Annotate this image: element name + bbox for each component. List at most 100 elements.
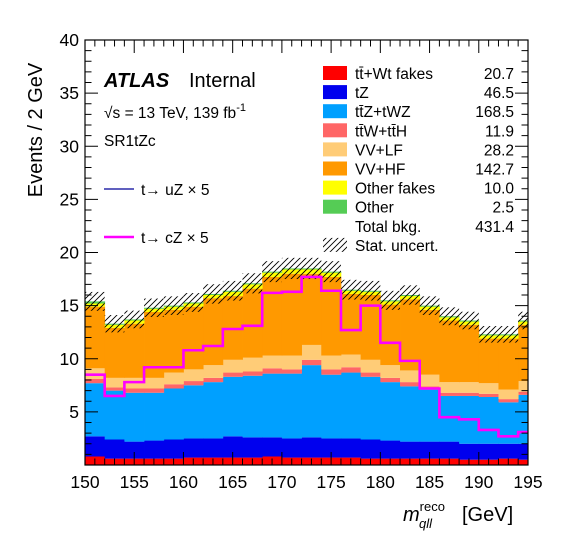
bar-0-22 bbox=[518, 459, 529, 465]
bar-3-5 bbox=[183, 381, 204, 386]
bar-4-9 bbox=[262, 355, 283, 369]
x-axis-sup: reco bbox=[420, 499, 445, 514]
bar-3-19 bbox=[459, 392, 480, 396]
legend-swatch bbox=[323, 123, 347, 138]
x-tick-label: 190 bbox=[464, 472, 493, 492]
axes-layer: 150 155 160 165 170 175 180 185 190 195 5 10 15 20 25 3… bbox=[60, 30, 543, 492]
bar-5-13 bbox=[340, 293, 362, 355]
bar-2-16 bbox=[400, 386, 421, 442]
bar-4-20 bbox=[478, 383, 499, 394]
bar-3-14 bbox=[360, 372, 381, 377]
uncert-3 bbox=[144, 298, 164, 317]
bar-4-14 bbox=[360, 359, 381, 373]
bar-4-19 bbox=[459, 382, 480, 393]
x-axis-sub: qll bbox=[419, 516, 433, 531]
y-tick-label: 5 bbox=[69, 402, 79, 422]
bar-1-3 bbox=[144, 440, 165, 459]
x-tick-label: 165 bbox=[218, 472, 247, 492]
bar-5-18 bbox=[439, 320, 460, 383]
uncert-12 bbox=[321, 261, 341, 283]
bar-2-20 bbox=[478, 397, 499, 444]
bar-5-10 bbox=[281, 273, 302, 356]
bar-1-8 bbox=[242, 437, 263, 458]
legend-uncert-swatch bbox=[323, 237, 347, 252]
legend-label: VV+LF bbox=[355, 142, 403, 159]
legend-yield: 46.5 bbox=[484, 85, 514, 102]
x-tick-label: 195 bbox=[513, 472, 542, 492]
bar-1-12 bbox=[321, 438, 342, 458]
bar-5-20 bbox=[478, 338, 499, 384]
bar-4-6 bbox=[203, 365, 224, 378]
uncert-19 bbox=[459, 311, 479, 330]
legend-yield: 11.9 bbox=[485, 123, 514, 140]
bar-2-18 bbox=[439, 395, 460, 442]
bar-5-6 bbox=[203, 298, 224, 366]
uncert-6 bbox=[203, 284, 223, 304]
bar-5-12 bbox=[321, 276, 342, 356]
bar-2-4 bbox=[163, 388, 184, 440]
atlas-label: ATLAS bbox=[103, 70, 170, 92]
uncert-5 bbox=[183, 293, 204, 312]
bar-3-2 bbox=[124, 388, 145, 393]
legend-swatch bbox=[323, 142, 347, 157]
bar-2-10 bbox=[281, 373, 302, 439]
legend-label: tt̄+Wt fakes bbox=[355, 66, 433, 83]
x-tick-label: 150 bbox=[70, 472, 99, 492]
legend-yield: 2.5 bbox=[492, 200, 514, 217]
uncert-2 bbox=[124, 310, 145, 329]
energy-sup: -1 bbox=[236, 102, 246, 114]
bar-3-0 bbox=[85, 378, 106, 384]
bar-5-0 bbox=[85, 306, 106, 369]
uncert-8 bbox=[242, 273, 263, 294]
y-tick-label: 20 bbox=[60, 243, 80, 263]
bar-4-22 bbox=[518, 381, 529, 392]
x-axis-unit: [GeV] bbox=[462, 504, 513, 526]
signal-layer bbox=[85, 275, 528, 438]
uncert-9 bbox=[262, 261, 282, 283]
bar-4-5 bbox=[183, 369, 204, 382]
bar-5-2 bbox=[124, 323, 145, 378]
bar-1-14 bbox=[360, 439, 381, 459]
uncert-15 bbox=[380, 290, 401, 310]
status-label: Internal bbox=[189, 70, 256, 92]
legend-label: tt̄W+tt̄H bbox=[355, 123, 407, 140]
bar-1-19 bbox=[459, 443, 480, 460]
legend-yield: 28.2 bbox=[484, 142, 514, 159]
bar-3-13 bbox=[340, 367, 362, 373]
bar-5-3 bbox=[144, 312, 165, 378]
signal-legend-label: t→ uZ × 5 bbox=[141, 182, 210, 199]
bar-2-7 bbox=[222, 376, 243, 437]
bar-5-19 bbox=[459, 324, 480, 383]
bar-1-16 bbox=[400, 441, 421, 459]
bar-4-3 bbox=[144, 377, 165, 389]
legend-label: Other fakes bbox=[355, 181, 435, 198]
bar-5-11 bbox=[301, 273, 322, 345]
y-tick-label: 40 bbox=[60, 30, 80, 50]
y-tick-label: 35 bbox=[60, 83, 79, 103]
bar-2-6 bbox=[203, 382, 224, 439]
bar-2-9 bbox=[262, 373, 283, 438]
y-tick-label: 15 bbox=[60, 296, 79, 316]
bar-5-16 bbox=[400, 299, 421, 371]
bar-5-14 bbox=[360, 295, 381, 360]
bar-2-3 bbox=[144, 392, 165, 441]
x-axis-title: mreco qll [GeV] bbox=[403, 499, 513, 531]
bar-1-20 bbox=[478, 443, 499, 460]
uncert-20 bbox=[478, 326, 499, 343]
stat-uncert-band bbox=[85, 257, 528, 343]
bar-5-17 bbox=[419, 309, 440, 375]
bar-3-1 bbox=[104, 387, 125, 391]
bar-2-22 bbox=[518, 394, 529, 444]
bar-4-4 bbox=[163, 372, 184, 385]
bar-2-11 bbox=[301, 365, 322, 438]
bar-2-1 bbox=[104, 390, 125, 440]
x-tick-label: 155 bbox=[120, 472, 149, 492]
legend-yield: 10.0 bbox=[484, 181, 515, 198]
legend: tt̄+Wt fakes 20.7 tZ 46.5 tt̄Z+tWZ 168.5 tt̄W+… bbox=[323, 66, 514, 255]
bar-3-16 bbox=[400, 382, 421, 387]
bar-5-1 bbox=[104, 327, 125, 378]
signal-legend: t→ uZ × 5 t→ cZ × 5 bbox=[104, 182, 210, 247]
uncert-4 bbox=[163, 296, 184, 315]
bar-4-11 bbox=[301, 344, 322, 360]
legend-total-label: Total bkg. bbox=[355, 219, 421, 236]
